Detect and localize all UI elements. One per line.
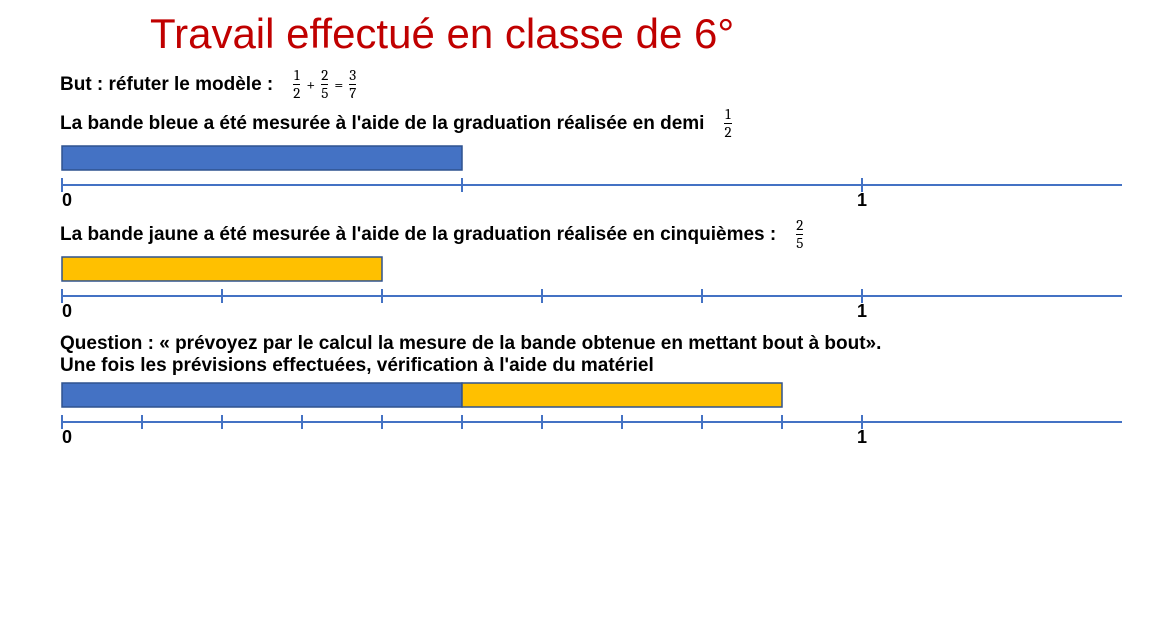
fraction-half: 1 2 — [724, 107, 731, 140]
goal-text: But : réfuter le modèle : — [60, 74, 273, 96]
blue-band-text: La bande bleue a été mesurée à l'aide de… — [60, 113, 704, 135]
frac-num: 1 — [725, 107, 730, 123]
frac-den: 5 — [321, 84, 328, 101]
frac-den: 7 — [349, 84, 356, 101]
yellow-band-text: La bande jaune a été mesurée à l'aide de… — [60, 224, 776, 246]
question-line-1: Question : « prévoyez par le calcul la m… — [60, 333, 1120, 355]
combined-diagram-svg: 01 — [60, 381, 1126, 449]
fraction-1: 1 2 — [293, 68, 300, 101]
frac-num: 1 — [294, 68, 299, 84]
equals-sign: = — [334, 76, 343, 94]
equation: 1 2 + 2 5 = 3 7 — [291, 68, 358, 101]
yellow-diagram: 01 — [60, 255, 1120, 323]
blue-diagram-svg: 01 — [60, 144, 1126, 212]
page-title: Travail effectué en classe de 6° — [0, 0, 1150, 62]
fraction-3: 3 7 — [349, 68, 356, 101]
frac-den: 2 — [293, 84, 300, 101]
yellow-diagram-svg: 01 — [60, 255, 1126, 323]
content-area: But : réfuter le modèle : 1 2 + 2 5 = 3 … — [0, 68, 1120, 449]
svg-text:0: 0 — [62, 427, 72, 447]
svg-text:0: 0 — [62, 190, 72, 210]
question-line-2: Une fois les prévisions effectuées, véri… — [60, 355, 1120, 377]
plus-sign: + — [306, 76, 315, 94]
svg-text:1: 1 — [857, 427, 867, 447]
question-block: Question : « prévoyez par le calcul la m… — [60, 333, 1120, 377]
frac-num: 3 — [349, 68, 356, 84]
goal-line: But : réfuter le modèle : 1 2 + 2 5 = 3 … — [60, 68, 1120, 101]
frac-num: 2 — [321, 68, 328, 84]
frac-num: 2 — [796, 218, 803, 234]
fraction-two-fifths: 2 5 — [796, 218, 803, 251]
frac-den: 5 — [796, 234, 803, 251]
svg-text:0: 0 — [62, 301, 72, 321]
fraction-2: 2 5 — [321, 68, 328, 101]
blue-band-description: La bande bleue a été mesurée à l'aide de… — [60, 107, 1120, 140]
blue-diagram: 01 — [60, 144, 1120, 212]
yellow-band-description: La bande jaune a été mesurée à l'aide de… — [60, 218, 1120, 251]
svg-text:1: 1 — [857, 301, 867, 321]
svg-text:1: 1 — [857, 190, 867, 210]
frac-den: 2 — [724, 123, 731, 140]
combined-diagram: 01 — [60, 381, 1120, 449]
